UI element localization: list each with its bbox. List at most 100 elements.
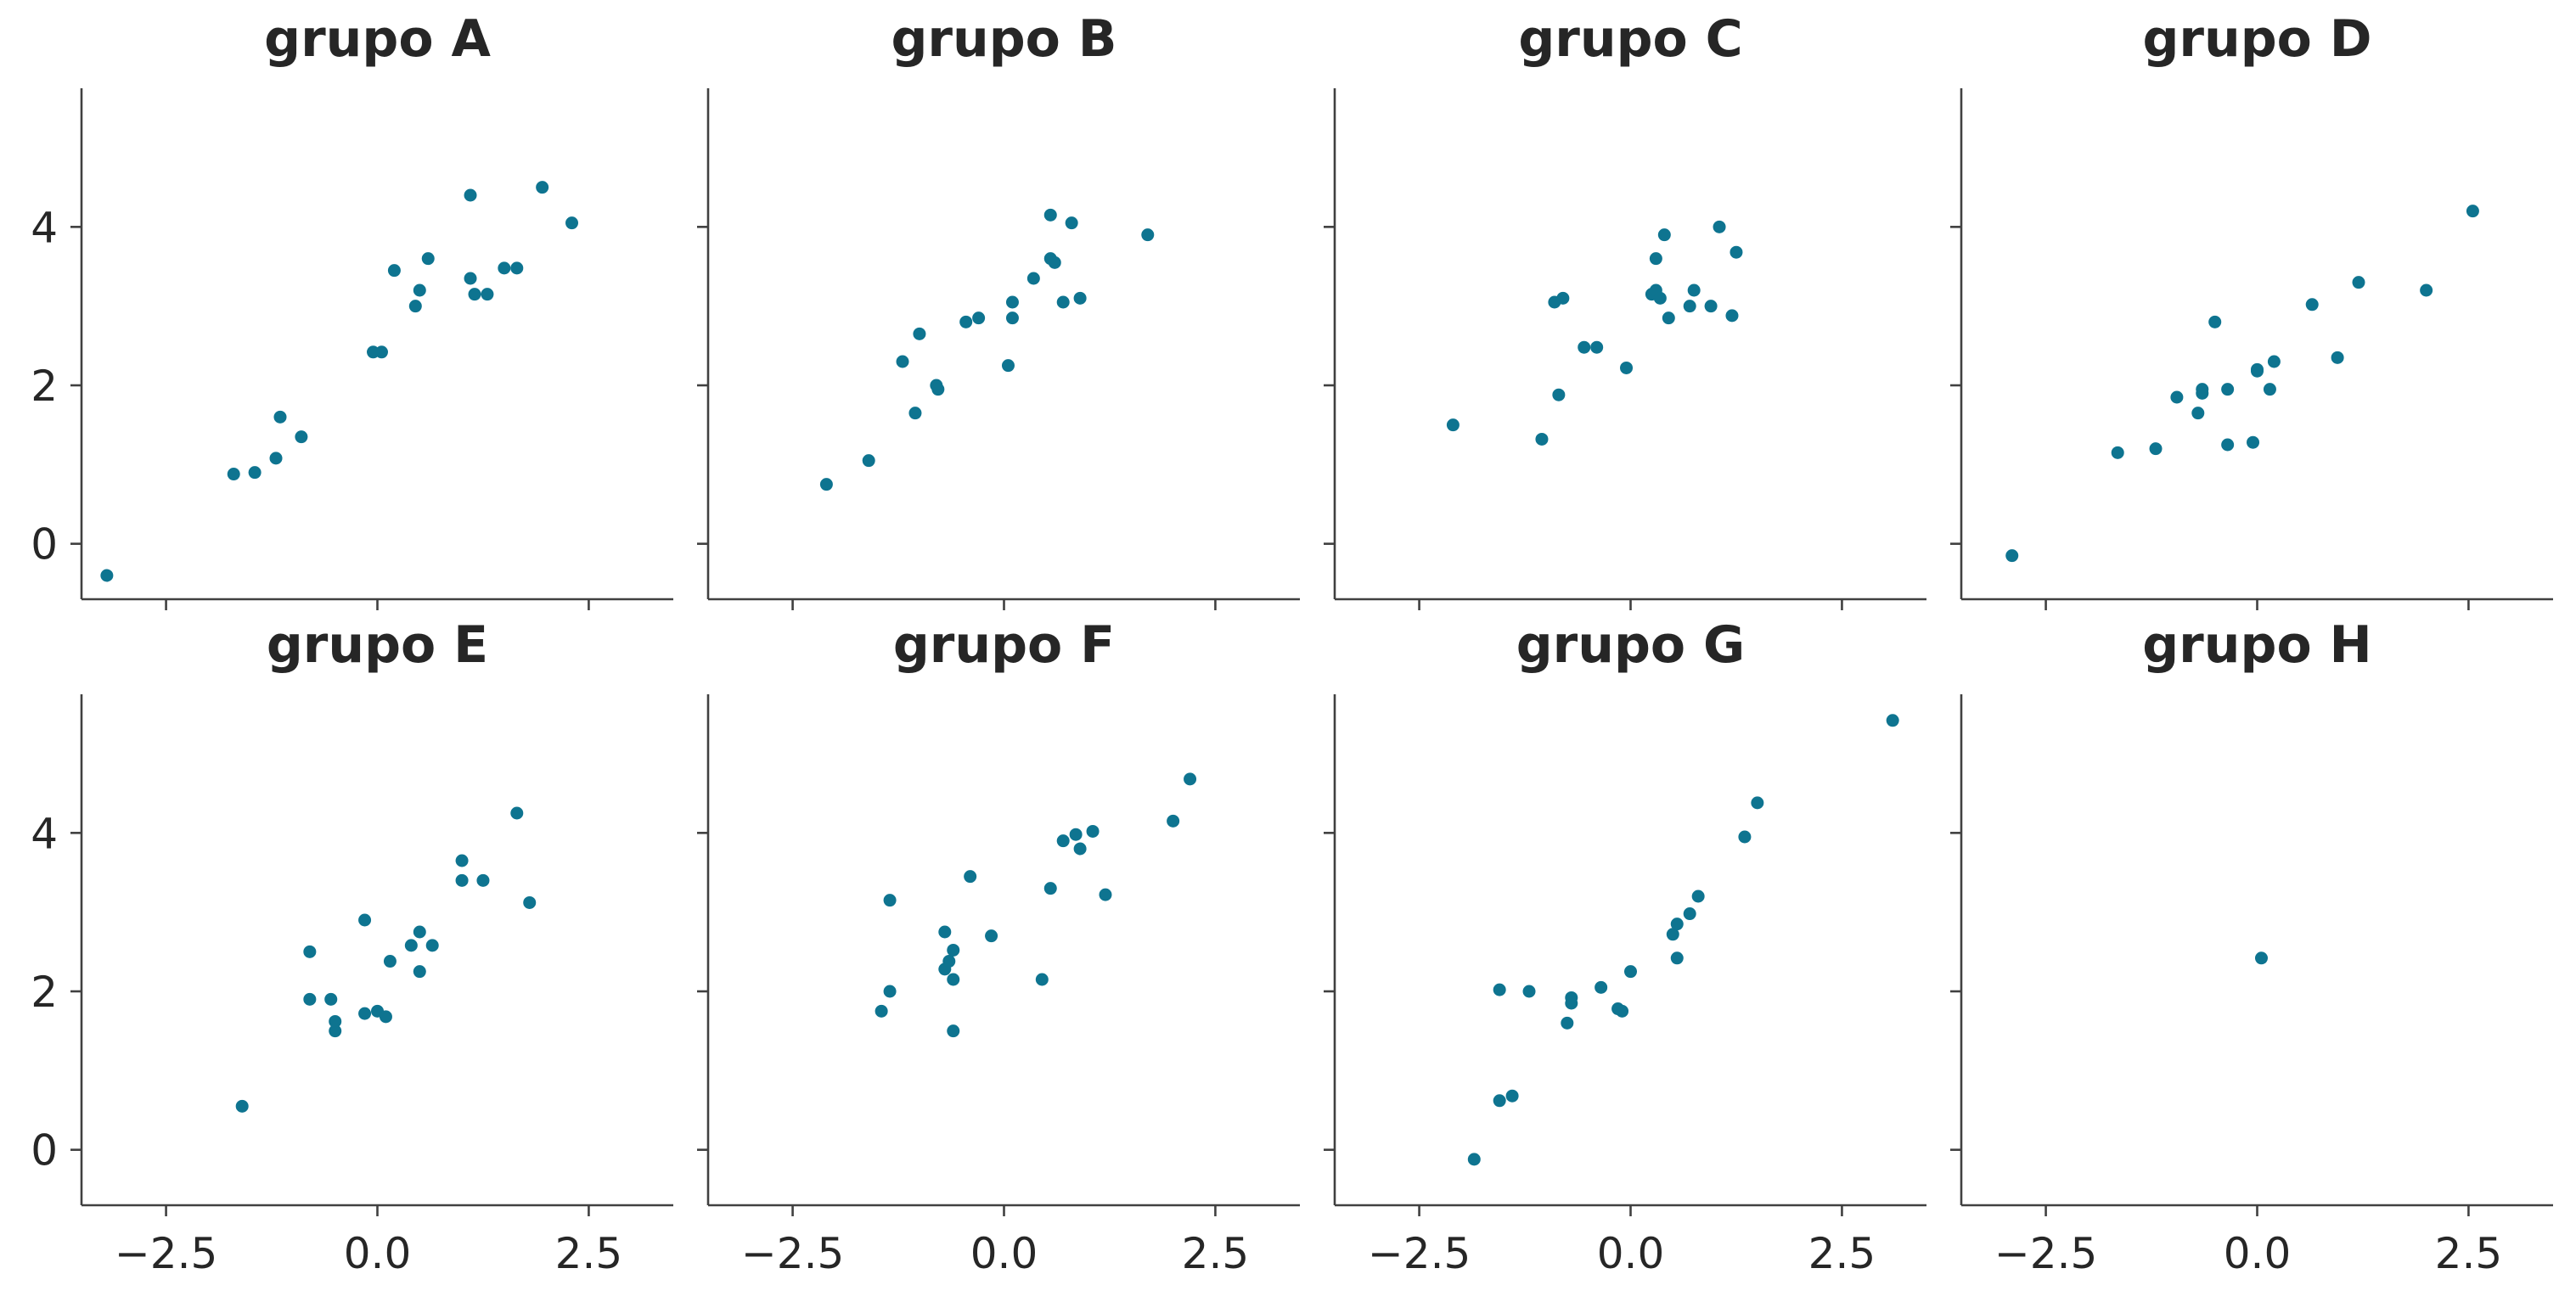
scatter-point xyxy=(1493,1094,1506,1108)
scatter-point xyxy=(959,315,973,328)
scatter-point xyxy=(1056,295,1070,309)
scatter-point xyxy=(464,272,477,285)
scatter-point xyxy=(2263,383,2276,396)
scatter-point xyxy=(481,288,494,301)
scatter-point xyxy=(2149,442,2163,456)
scatter-point xyxy=(1522,985,1536,998)
scatter-point xyxy=(883,985,897,998)
x-tick-label: 0.0 xyxy=(1597,1229,1665,1278)
scatter-point xyxy=(1493,983,1506,996)
scatter-point xyxy=(248,466,262,480)
y-tick-label: 4 xyxy=(31,809,58,858)
scatter-point xyxy=(510,806,524,820)
panel-title: grupo C xyxy=(1518,9,1742,69)
scatter-point xyxy=(1595,980,1608,994)
panel-title: grupo E xyxy=(267,615,488,675)
scatter-point xyxy=(913,327,926,340)
x-tick-label: 0.0 xyxy=(344,1229,412,1278)
x-tick-label: −2.5 xyxy=(741,1229,844,1278)
scatter-point xyxy=(1886,714,1899,727)
scatter-point xyxy=(421,252,435,266)
scatter-point xyxy=(404,939,418,952)
panel-grupo-c: grupo C xyxy=(1324,9,1926,610)
scatter-point xyxy=(413,965,426,979)
scatter-point xyxy=(273,410,287,424)
scatter-point xyxy=(2191,407,2205,420)
scatter-point xyxy=(964,870,977,884)
scatter-point xyxy=(455,854,469,867)
scatter-point xyxy=(235,1099,249,1113)
scatter-point xyxy=(303,945,317,958)
scatter-point xyxy=(227,468,240,481)
scatter-point xyxy=(1662,311,1675,325)
scatter-point xyxy=(379,1010,392,1024)
scatter-point xyxy=(383,955,397,968)
scatter-point xyxy=(1590,340,1604,354)
scatter-point xyxy=(1065,216,1078,230)
scatter-point xyxy=(1561,1016,1574,1030)
scatter-point xyxy=(1552,388,1566,401)
scatter-point xyxy=(2208,315,2222,328)
scatter-point xyxy=(947,973,960,986)
scatter-point xyxy=(2267,355,2281,368)
scatter-point xyxy=(1069,828,1083,841)
scatter-point xyxy=(2352,276,2365,289)
scatter-point xyxy=(1620,361,1634,374)
scatter-point xyxy=(1141,228,1155,242)
x-tick-label: 0.0 xyxy=(2224,1229,2292,1278)
scatter-point xyxy=(1713,220,1726,233)
scatter-point xyxy=(2111,446,2124,459)
panel-title: grupo B xyxy=(891,9,1116,69)
scatter-point xyxy=(938,925,952,939)
scatter-point xyxy=(425,939,439,952)
scatter-point xyxy=(1725,309,1739,323)
scatter-point xyxy=(1691,890,1705,903)
scatter-point xyxy=(1565,991,1578,1004)
x-tick-label: −2.5 xyxy=(1994,1229,2097,1278)
scatter-point xyxy=(413,925,426,939)
scatter-point xyxy=(2247,435,2260,449)
scatter-point xyxy=(1556,291,1570,305)
scatter-point xyxy=(565,216,579,230)
scatter-point xyxy=(875,1004,888,1018)
scatter-point xyxy=(1751,796,1764,810)
y-tick-label: 2 xyxy=(31,968,58,1017)
scatter-point xyxy=(408,300,422,313)
scatter-point xyxy=(1624,965,1637,979)
panel-title: grupo D xyxy=(2142,9,2371,69)
scatter-point xyxy=(2005,549,2019,563)
scatter-point xyxy=(374,345,388,359)
scatter-point xyxy=(1446,418,1460,432)
y-tick-label: 4 xyxy=(31,203,58,252)
scatter-point xyxy=(2221,383,2235,396)
panel-grupo-g: grupo G −2.5 0.0 2.5 xyxy=(1324,615,1926,1278)
scatter-point xyxy=(2170,390,2184,404)
scatter-point xyxy=(1730,245,1743,259)
scatter-point xyxy=(883,894,897,907)
scatter-point xyxy=(510,261,524,275)
scatter-point xyxy=(1738,830,1752,844)
y-tick-label: 0 xyxy=(31,520,58,570)
scatter-point xyxy=(1578,340,1591,354)
scatter-point xyxy=(942,955,956,968)
scatter-point xyxy=(1535,432,1549,446)
scatter-point xyxy=(896,355,909,368)
panel-title: grupo F xyxy=(893,615,1115,675)
scatter-point xyxy=(931,383,945,396)
scatter-point xyxy=(498,261,511,275)
scatter-point xyxy=(1167,814,1180,828)
scatter-point xyxy=(324,992,338,1006)
scatter-point xyxy=(862,454,875,468)
x-tick-label: 0.0 xyxy=(970,1229,1038,1278)
panel-grupo-e: grupo E 0 2 4 −2.5 0.0 2.5 xyxy=(31,615,673,1278)
scatter-point xyxy=(1005,295,1019,309)
panel-grupo-h: grupo H −2.5 0.0 2.5 xyxy=(1950,615,2553,1278)
panel-grupo-a: grupo A 0 2 4 xyxy=(31,9,673,610)
scatter-point xyxy=(358,1007,372,1020)
scatter-point xyxy=(1704,300,1718,313)
scatter-point xyxy=(985,929,998,943)
scatter-point xyxy=(819,478,833,491)
x-tick-label: 2.5 xyxy=(555,1229,623,1278)
scatter-point xyxy=(1467,1153,1481,1166)
scatter-point xyxy=(1026,272,1040,285)
